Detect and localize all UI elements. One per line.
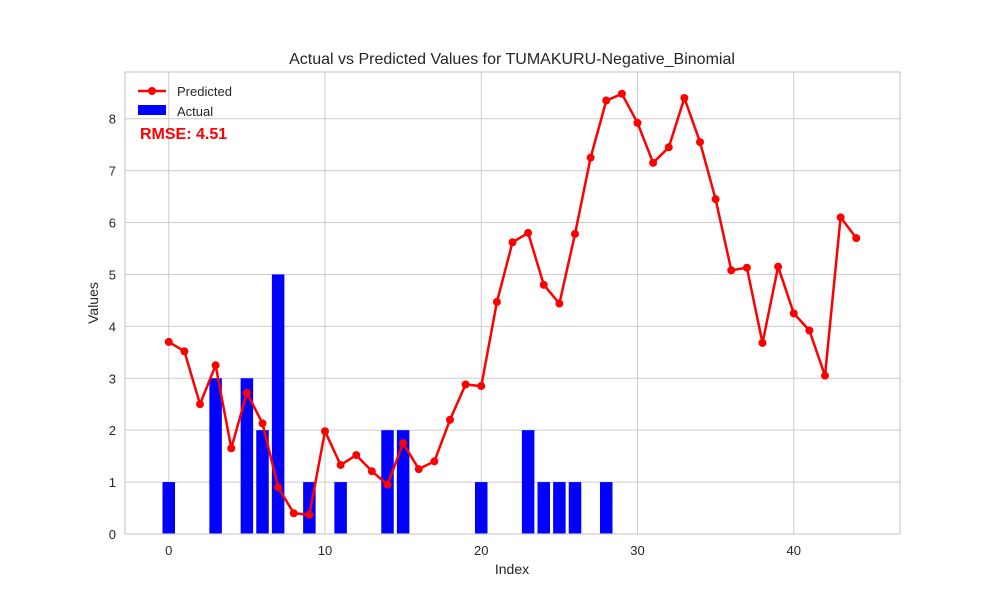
predicted-point — [555, 299, 564, 308]
y-tick-label: 5 — [109, 267, 116, 282]
y-tick-label: 8 — [109, 112, 116, 127]
y-axis-label: Values — [85, 282, 101, 324]
predicted-point — [461, 380, 470, 389]
x-axis-label: Index — [495, 561, 529, 577]
actual-bar — [334, 482, 347, 534]
actual-bar — [240, 378, 254, 534]
predicted-point — [164, 337, 173, 346]
y-tick-labels: 0 1 2 3 4 5 6 7 8 — [109, 112, 116, 542]
actual-bar — [162, 482, 175, 534]
predicted-point — [586, 153, 595, 162]
predicted-point — [711, 195, 720, 204]
predicted-point — [602, 96, 611, 105]
predicted-point — [414, 465, 423, 474]
actual-bar — [396, 430, 410, 534]
x-tick-labels: 0 10 20 30 40 — [165, 543, 801, 558]
predicted-point — [492, 297, 501, 306]
actual-bar — [537, 482, 550, 534]
predicted-point — [664, 143, 673, 152]
predicted-point — [789, 309, 798, 318]
predicted-point — [805, 326, 814, 335]
predicted-point — [649, 158, 658, 167]
predicted-point — [742, 263, 751, 272]
predicted-point — [774, 262, 783, 271]
predicted-point — [571, 229, 579, 238]
plot-frame — [124, 71, 901, 535]
predicted-point — [180, 347, 189, 356]
predicted-point — [242, 388, 251, 397]
predicted-point — [289, 509, 298, 518]
y-tick-label: 1 — [109, 475, 116, 490]
actual-bar — [475, 482, 488, 534]
y-tick-label: 4 — [109, 319, 116, 334]
predicted-point — [305, 510, 314, 519]
predicted-point — [539, 280, 548, 289]
predicted-point — [446, 415, 454, 424]
predicted-point — [227, 444, 236, 453]
predicted-point — [258, 419, 267, 428]
line-series — [164, 89, 861, 519]
legend-actual-swatch — [138, 105, 166, 115]
predicted-point — [633, 118, 642, 127]
y-tick-label: 6 — [109, 216, 116, 231]
predicted-point — [821, 371, 829, 380]
legend-predicted-label: Predicted — [177, 84, 232, 99]
actual-bar — [271, 274, 285, 534]
predicted-point — [508, 238, 517, 247]
actual-bar — [600, 482, 613, 534]
predicted-point — [399, 439, 408, 448]
legend: Predicted Actual — [138, 84, 232, 119]
y-tick-label: 7 — [109, 164, 116, 179]
predicted-point — [367, 467, 376, 476]
x-tick-label: 10 — [318, 543, 332, 558]
predicted-point — [524, 228, 533, 237]
y-tick-label: 3 — [109, 371, 116, 386]
y-tick-label: 0 — [109, 527, 116, 542]
actual-bar — [209, 378, 222, 534]
predicted-point — [617, 89, 626, 98]
actual-bar — [568, 482, 582, 534]
actual-bar — [256, 430, 269, 534]
predicted-point — [321, 427, 329, 436]
predicted-point — [727, 266, 736, 275]
predicted-point — [836, 213, 845, 222]
x-tick-label: 30 — [630, 543, 644, 558]
predicted-point — [383, 480, 392, 489]
predicted-point — [196, 400, 204, 409]
predicted-point — [430, 457, 439, 466]
actual-bar — [553, 482, 566, 534]
rmse-annotation: RMSE: 4.51 — [140, 126, 227, 143]
x-tick-label: 40 — [787, 543, 801, 558]
predicted-point — [211, 361, 220, 370]
predicted-point — [274, 483, 283, 492]
predicted-point — [852, 234, 861, 243]
chart-title: Actual vs Predicted Values for TUMAKURU-… — [289, 51, 735, 68]
x-tick-label: 20 — [474, 543, 488, 558]
predicted-point — [352, 451, 361, 460]
predicted-point — [680, 93, 689, 102]
predicted-point — [696, 138, 704, 147]
legend-predicted-marker — [148, 87, 156, 95]
legend-actual-label: Actual — [177, 104, 213, 119]
x-tick-label: 0 — [165, 543, 172, 558]
grid-lines — [125, 72, 900, 535]
predicted-point — [477, 382, 486, 391]
y-tick-label: 2 — [109, 423, 116, 438]
actual-bar — [521, 430, 535, 534]
predicted-point — [336, 460, 345, 469]
predicted-point — [758, 338, 767, 347]
